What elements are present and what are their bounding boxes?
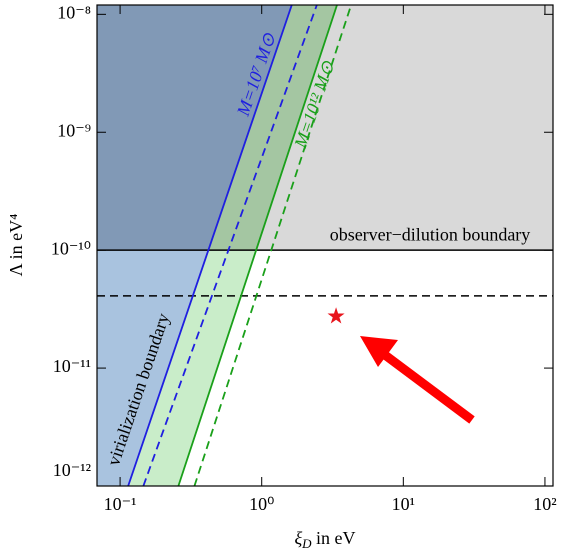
y-tick-label: 10⁻¹¹ xyxy=(53,356,91,376)
y-axis-label: Λ in eV⁴ xyxy=(6,214,26,277)
line-label: observer−dilution boundary xyxy=(330,224,531,244)
line xyxy=(127,4,293,487)
line xyxy=(142,4,318,487)
y-tick-label: 10⁻⁹ xyxy=(57,120,91,140)
y-tick-label: 10⁻⁸ xyxy=(57,2,91,22)
plot-frame xyxy=(96,4,554,487)
region xyxy=(128,250,257,486)
x-tick-label: 10¹ xyxy=(392,494,415,514)
region xyxy=(97,5,292,251)
line xyxy=(193,4,352,487)
line xyxy=(177,4,338,487)
x-tick-label: 10⁻¹ xyxy=(104,494,137,514)
x-tick-label: 10⁰ xyxy=(249,494,274,514)
y-tick-label: 10⁻¹⁰ xyxy=(51,238,91,258)
region xyxy=(97,250,209,486)
arrow xyxy=(360,336,475,424)
region xyxy=(256,5,553,251)
x-axis-label: ξD in eV xyxy=(294,528,355,551)
x-tick-label: 10² xyxy=(533,494,556,514)
y-tick-label: 10⁻¹² xyxy=(53,460,91,480)
point xyxy=(327,307,345,324)
